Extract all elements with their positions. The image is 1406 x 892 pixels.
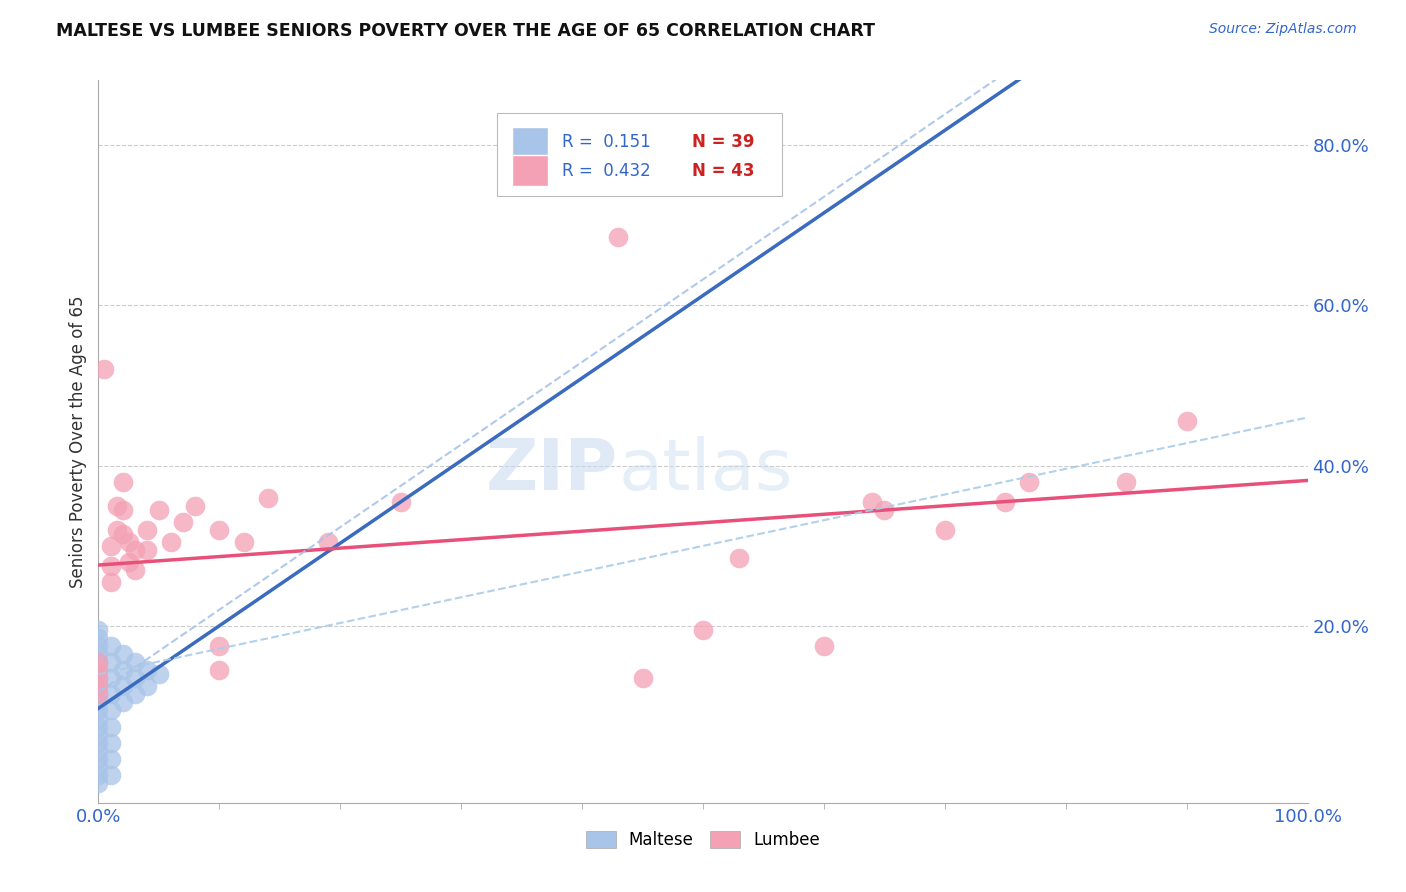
- Point: [813, 639, 835, 653]
- Point: [994, 494, 1017, 508]
- Point: [100, 539, 122, 553]
- Point: [87, 744, 110, 758]
- Text: Source: ZipAtlas.com: Source: ZipAtlas.com: [1209, 22, 1357, 37]
- Point: [100, 687, 122, 701]
- Point: [87, 703, 110, 717]
- Text: ZIP: ZIP: [486, 436, 619, 505]
- Text: R =  0.151: R = 0.151: [561, 133, 651, 151]
- Point: [87, 712, 110, 726]
- Legend: Maltese, Lumbee: Maltese, Lumbee: [579, 824, 827, 856]
- Point: [87, 680, 110, 694]
- Point: [100, 558, 122, 573]
- Point: [100, 671, 122, 685]
- Point: [135, 542, 157, 557]
- Point: [111, 526, 134, 541]
- Point: [389, 494, 412, 508]
- Point: [100, 639, 122, 653]
- Text: N = 39: N = 39: [692, 133, 755, 151]
- Point: [148, 667, 170, 681]
- Point: [87, 655, 110, 669]
- Point: [100, 655, 122, 669]
- Point: [87, 728, 110, 742]
- Point: [87, 760, 110, 774]
- Point: [93, 362, 115, 376]
- Point: [111, 680, 134, 694]
- Point: [111, 664, 134, 678]
- Point: [124, 687, 146, 701]
- Y-axis label: Seniors Poverty Over the Age of 65: Seniors Poverty Over the Age of 65: [69, 295, 87, 588]
- Point: [87, 751, 110, 765]
- Point: [111, 502, 134, 516]
- Point: [87, 664, 110, 678]
- Point: [87, 687, 110, 701]
- Point: [631, 671, 654, 685]
- Point: [100, 735, 122, 749]
- Point: [87, 623, 110, 637]
- Point: [1175, 414, 1198, 428]
- Point: [860, 494, 883, 508]
- Point: [87, 664, 110, 678]
- Point: [105, 499, 128, 513]
- Point: [316, 534, 339, 549]
- Point: [124, 542, 146, 557]
- Point: [148, 502, 170, 516]
- Point: [87, 648, 110, 662]
- Point: [124, 671, 146, 685]
- Text: atlas: atlas: [619, 436, 793, 505]
- Point: [87, 632, 110, 646]
- Point: [135, 523, 157, 537]
- Point: [728, 551, 751, 566]
- Point: [87, 767, 110, 781]
- Text: N = 43: N = 43: [692, 161, 755, 179]
- Point: [208, 664, 231, 678]
- Point: [172, 515, 194, 529]
- Point: [111, 696, 134, 710]
- Point: [1018, 475, 1040, 489]
- Point: [118, 534, 141, 549]
- Point: [1115, 475, 1137, 489]
- Point: [135, 664, 157, 678]
- Point: [184, 499, 207, 513]
- Point: [208, 639, 231, 653]
- Point: [124, 563, 146, 577]
- Point: [87, 776, 110, 790]
- Point: [118, 555, 141, 569]
- Point: [256, 491, 278, 505]
- Text: R =  0.432: R = 0.432: [561, 161, 651, 179]
- Point: [87, 719, 110, 733]
- Point: [87, 687, 110, 701]
- Point: [87, 671, 110, 685]
- FancyBboxPatch shape: [498, 112, 782, 196]
- Point: [208, 523, 231, 537]
- Point: [87, 655, 110, 669]
- Point: [111, 648, 134, 662]
- Point: [135, 680, 157, 694]
- Point: [105, 523, 128, 537]
- Point: [100, 767, 122, 781]
- Point: [111, 475, 134, 489]
- Point: [124, 655, 146, 669]
- Point: [873, 502, 896, 516]
- Point: [87, 671, 110, 685]
- Point: [87, 735, 110, 749]
- Point: [87, 639, 110, 653]
- FancyBboxPatch shape: [512, 155, 548, 186]
- Point: [87, 696, 110, 710]
- Point: [232, 534, 254, 549]
- Point: [607, 229, 630, 244]
- Point: [934, 523, 956, 537]
- Point: [100, 751, 122, 765]
- FancyBboxPatch shape: [512, 127, 548, 157]
- Point: [692, 623, 714, 637]
- Point: [100, 574, 122, 589]
- Point: [100, 703, 122, 717]
- Point: [100, 719, 122, 733]
- Point: [87, 680, 110, 694]
- Point: [160, 534, 183, 549]
- Text: MALTESE VS LUMBEE SENIORS POVERTY OVER THE AGE OF 65 CORRELATION CHART: MALTESE VS LUMBEE SENIORS POVERTY OVER T…: [56, 22, 876, 40]
